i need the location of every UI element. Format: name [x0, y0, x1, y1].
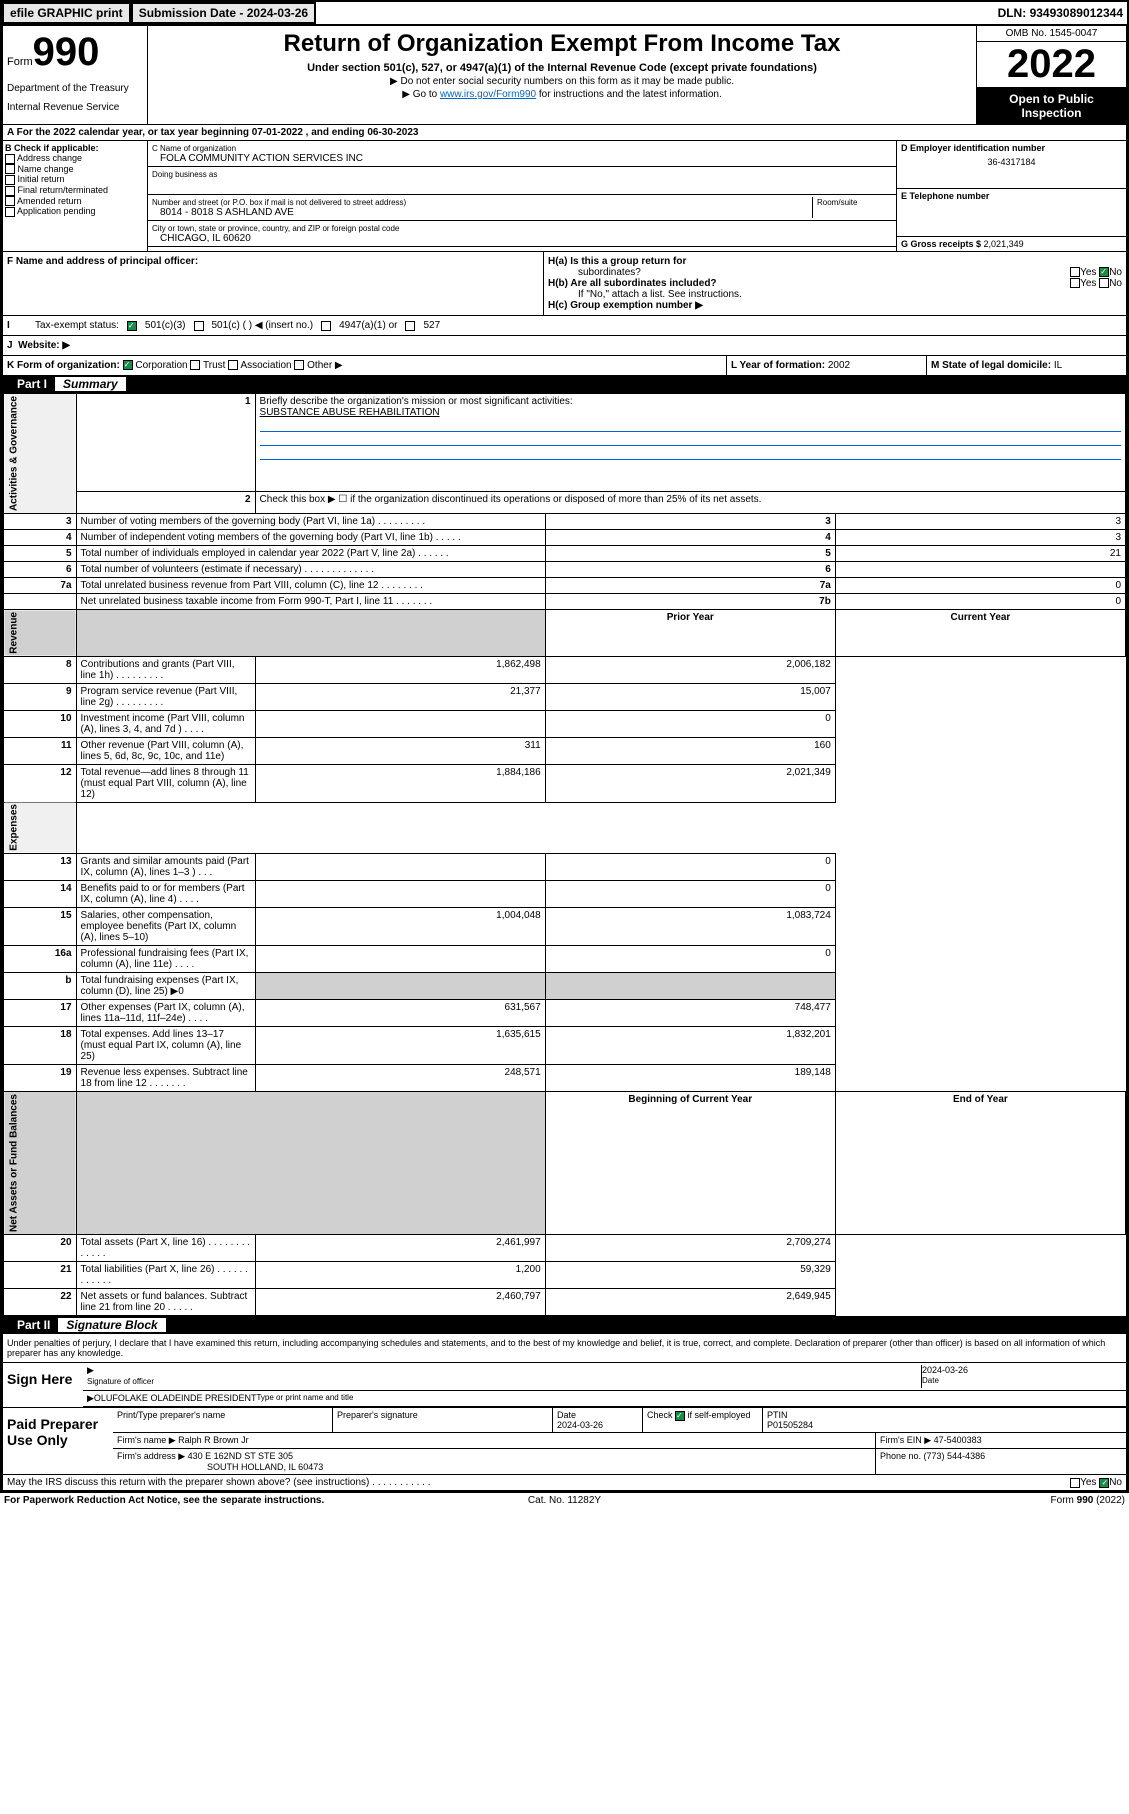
col-f: F Name and address of principal officer:: [3, 252, 543, 315]
col-k: K Form of organization: Corporation Trus…: [3, 356, 726, 375]
top-bar: efile GRAPHIC print Submission Date - 20…: [0, 0, 1129, 26]
col-c: C Name of organizationFOLA COMMUNITY ACT…: [148, 141, 896, 251]
form-box: Form990 Department of the Treasury Inter…: [3, 26, 148, 124]
col-b: B Check if applicable: Address change Na…: [3, 141, 148, 251]
part2-header: Part II Signature Block: [3, 1316, 1126, 1334]
right-box: OMB No. 1545-0047 2022 Open to PublicIns…: [976, 26, 1126, 124]
row-j: J Website: ▶: [3, 335, 1126, 355]
part1-header: Part I Summary: [3, 375, 1126, 393]
sign-here: Sign Here ▶Signature of officer 2024-03-…: [3, 1362, 1126, 1407]
title-box: Return of Organization Exempt From Incom…: [148, 26, 976, 124]
form-main: Form990 Department of the Treasury Inter…: [0, 26, 1129, 1493]
efile-btn[interactable]: efile GRAPHIC print: [2, 2, 131, 24]
footer: For Paperwork Reduction Act Notice, see …: [0, 1493, 1129, 1508]
sig-declaration: Under penalties of perjury, I declare th…: [3, 1334, 1126, 1362]
paid-preparer: Paid Preparer Use Only Print/Type prepar…: [3, 1407, 1126, 1474]
main-title: Return of Organization Exempt From Incom…: [152, 30, 972, 58]
col-d: D Employer identification number36-43171…: [896, 141, 1126, 251]
section-a: A For the 2022 calendar year, or tax yea…: [3, 124, 1126, 140]
dln: DLN: 93493089012344: [994, 6, 1127, 20]
summary-table: Activities & Governance 1 Briefly descri…: [3, 393, 1126, 1316]
discuss-row: May the IRS discuss this return with the…: [3, 1474, 1126, 1490]
subdate-btn: Submission Date - 2024-03-26: [131, 2, 316, 24]
col-l: L Year of formation: 2002: [726, 356, 926, 375]
col-m: M State of legal domicile: IL: [926, 356, 1126, 375]
irs-link[interactable]: www.irs.gov/Form990: [440, 89, 536, 100]
col-h: H(a) Is this a group return for subordin…: [543, 252, 1126, 315]
row-i: ITax-exempt status: 501(c)(3) 501(c) ( )…: [3, 315, 1126, 335]
